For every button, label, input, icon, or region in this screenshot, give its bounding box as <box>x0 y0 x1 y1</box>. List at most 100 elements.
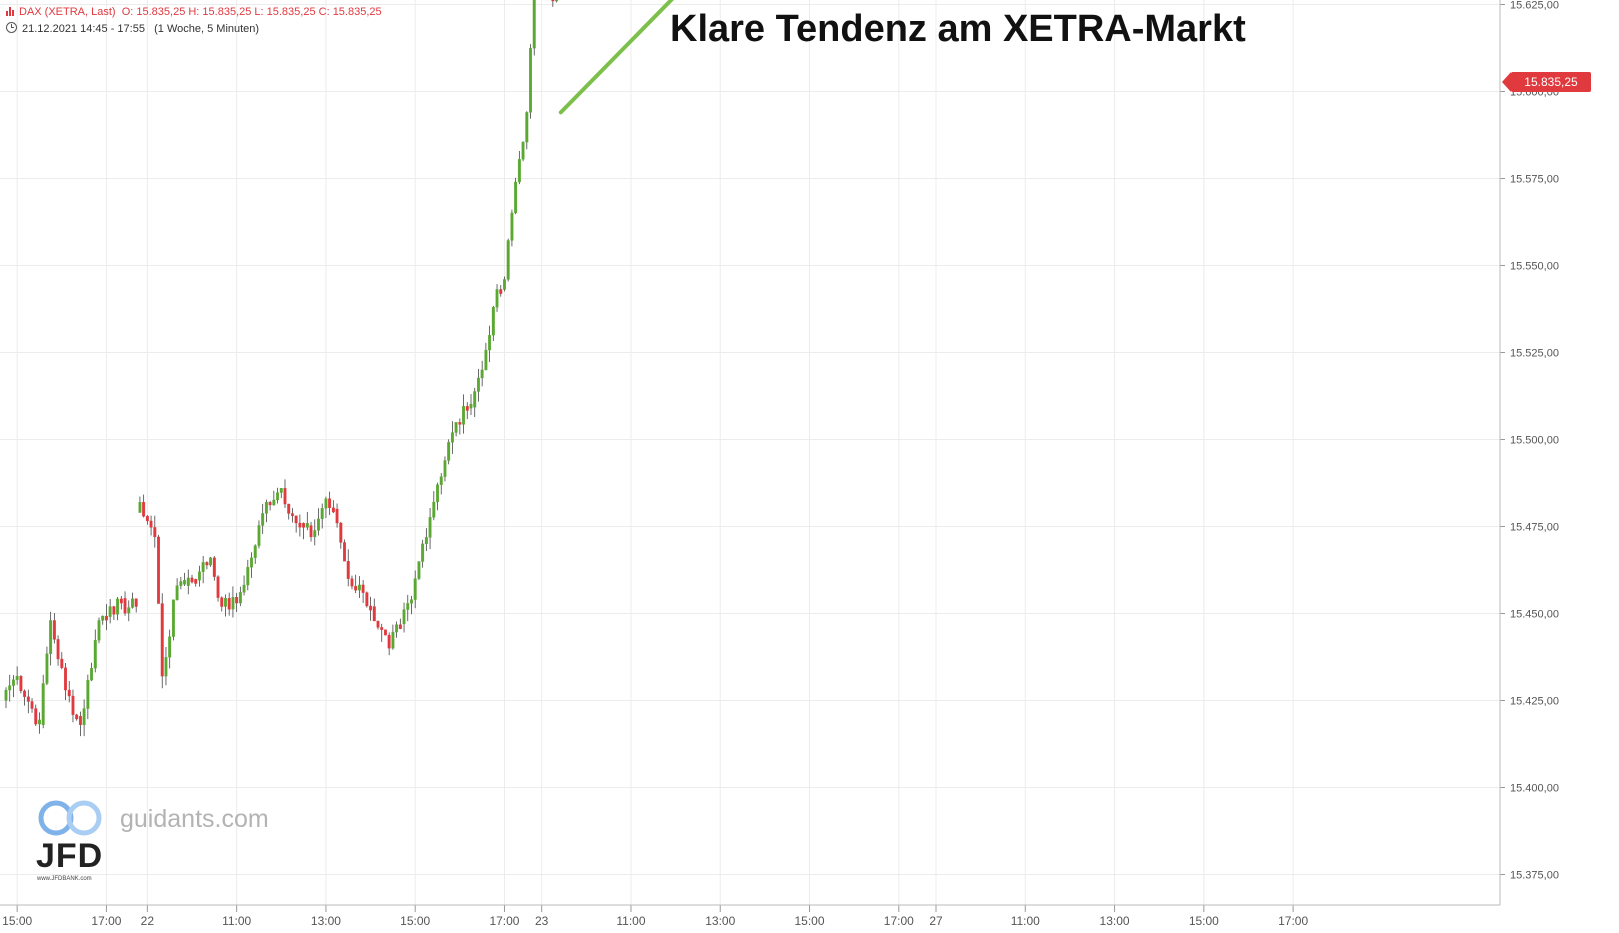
candle[interactable] <box>294 515 298 533</box>
candle[interactable] <box>183 572 187 587</box>
candle[interactable] <box>171 599 175 641</box>
candle[interactable] <box>238 586 242 607</box>
candle[interactable] <box>261 503 265 534</box>
candle[interactable] <box>343 539 346 562</box>
candle[interactable] <box>424 528 428 551</box>
candle[interactable] <box>383 629 387 636</box>
candle[interactable] <box>145 515 149 525</box>
candle[interactable] <box>67 681 71 703</box>
candle[interactable] <box>268 500 272 511</box>
candle[interactable] <box>525 111 529 150</box>
candle[interactable] <box>339 521 343 549</box>
candle[interactable] <box>532 0 536 56</box>
candle[interactable] <box>287 503 291 520</box>
candle[interactable] <box>71 689 75 723</box>
candle[interactable] <box>529 44 532 119</box>
candle[interactable] <box>506 238 510 282</box>
candle[interactable] <box>521 141 525 162</box>
candle[interactable] <box>465 402 469 420</box>
candle[interactable] <box>413 570 417 609</box>
candle[interactable] <box>454 422 458 437</box>
candle[interactable] <box>410 595 413 615</box>
candle[interactable] <box>190 574 194 584</box>
candle[interactable] <box>119 595 123 610</box>
candle[interactable] <box>290 508 294 523</box>
candle[interactable] <box>23 689 27 706</box>
candle[interactable] <box>380 623 384 642</box>
candle[interactable] <box>346 549 350 587</box>
candle[interactable] <box>335 503 339 528</box>
candle[interactable] <box>491 305 495 341</box>
candle[interactable] <box>257 520 261 549</box>
candle[interactable] <box>510 209 514 247</box>
candle[interactable] <box>372 598 376 622</box>
candle[interactable] <box>469 394 473 416</box>
candle[interactable] <box>387 632 391 656</box>
candle[interactable] <box>78 711 82 737</box>
candle[interactable] <box>15 666 19 685</box>
candle[interactable] <box>361 580 365 603</box>
candle[interactable] <box>8 674 12 702</box>
candle[interactable] <box>450 421 454 454</box>
candle[interactable] <box>324 496 328 518</box>
candle[interactable] <box>476 368 480 402</box>
candle[interactable] <box>376 620 380 630</box>
candle[interactable] <box>302 522 306 540</box>
candle[interactable] <box>82 699 86 737</box>
candle[interactable] <box>462 394 466 434</box>
candle[interactable] <box>101 615 105 625</box>
candle[interactable] <box>52 613 56 644</box>
candle[interactable] <box>142 494 146 518</box>
candle[interactable] <box>283 479 287 508</box>
candle[interactable] <box>205 561 209 570</box>
candle[interactable] <box>432 491 436 521</box>
candle[interactable] <box>276 487 280 504</box>
candle[interactable] <box>242 575 246 596</box>
candle[interactable] <box>350 575 354 590</box>
candle[interactable] <box>305 511 309 531</box>
candle[interactable] <box>75 713 79 721</box>
candle[interactable] <box>417 561 421 581</box>
candle[interactable] <box>175 578 179 601</box>
candle[interactable] <box>298 514 302 537</box>
candle[interactable] <box>391 624 395 650</box>
candle[interactable] <box>272 490 276 506</box>
candle[interactable] <box>90 662 94 682</box>
candle[interactable] <box>551 0 555 7</box>
candle[interactable] <box>160 593 164 689</box>
candle[interactable] <box>443 456 447 482</box>
candle[interactable] <box>104 604 108 631</box>
candle[interactable] <box>320 503 324 529</box>
candle[interactable] <box>264 499 268 523</box>
candle[interactable] <box>495 284 499 312</box>
candle[interactable] <box>116 596 120 621</box>
candle[interactable] <box>201 555 205 584</box>
candle[interactable] <box>197 565 201 587</box>
candle[interactable] <box>64 663 67 701</box>
candle[interactable] <box>439 473 443 495</box>
candle[interactable] <box>134 598 138 613</box>
candle[interactable] <box>402 602 406 633</box>
candle[interactable] <box>480 360 484 387</box>
candles[interactable] <box>4 0 1332 737</box>
candle[interactable] <box>488 325 492 363</box>
candle[interactable] <box>127 600 131 622</box>
candle[interactable] <box>97 617 101 644</box>
candle[interactable] <box>357 576 361 598</box>
candle[interactable] <box>112 605 116 621</box>
candle[interactable] <box>484 342 488 371</box>
candle[interactable] <box>153 515 157 548</box>
candle[interactable] <box>108 599 112 624</box>
candle[interactable] <box>406 594 410 622</box>
candle[interactable] <box>398 618 402 630</box>
candle[interactable] <box>428 507 432 550</box>
candle[interactable] <box>212 556 216 581</box>
candle[interactable] <box>458 418 462 435</box>
candle[interactable] <box>138 496 142 513</box>
candle[interactable] <box>157 534 160 604</box>
candle[interactable] <box>250 552 253 578</box>
candle[interactable] <box>235 592 239 613</box>
candle[interactable] <box>517 150 521 185</box>
candle[interactable] <box>4 687 8 709</box>
